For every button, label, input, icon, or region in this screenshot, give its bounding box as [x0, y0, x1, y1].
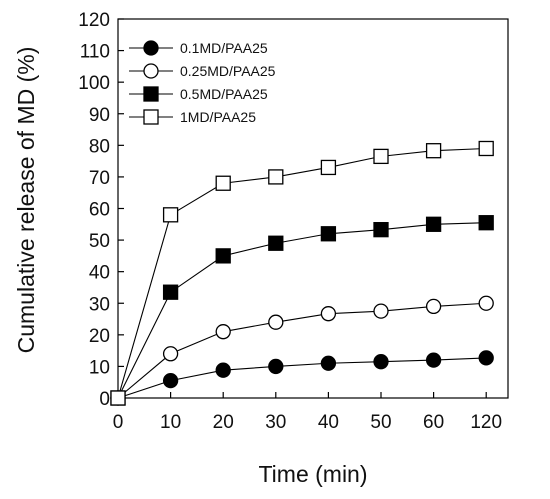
data-point-s4-0	[110, 390, 126, 406]
y-tick-label-50: 50	[89, 231, 110, 252]
data-point-s1-30	[268, 358, 284, 375]
legend-marker-2	[143, 63, 159, 79]
data-point-s4-120	[478, 140, 494, 157]
series-markers-2	[110, 295, 494, 406]
legend-item-4: 1MD/PAA25	[129, 109, 256, 125]
series-markers-3	[110, 215, 494, 406]
x-tick-label-20: 20	[213, 412, 234, 433]
legend-marker-4	[143, 109, 159, 125]
data-point-s3-10	[162, 284, 179, 300]
series-line-4	[117, 147, 487, 399]
x-tick-label-10: 10	[160, 412, 181, 433]
y-axis-title: Cumulative release of MD (%)	[13, 47, 39, 354]
series-line-1	[117, 357, 487, 399]
data-point-s4-60	[425, 143, 442, 159]
data-point-s2-60	[425, 298, 442, 315]
series-3	[117, 222, 487, 399]
legend: 0.1MD/PAA25 0.25MD/PAA25 0.5MD/PAA25 1MD/PA…	[129, 40, 276, 125]
y-tick-label-120: 120	[78, 10, 110, 31]
data-point-s3-40	[320, 226, 337, 242]
series-line-2	[117, 302, 487, 399]
legend-marker-1	[143, 40, 159, 56]
series-line-3	[117, 222, 487, 399]
data-point-s2-50	[373, 303, 389, 319]
legend-label-2: 0.25MD/PAA25	[180, 63, 276, 79]
legend-label-3: 0.5MD/PAA25	[180, 86, 268, 102]
data-point-s3-20	[215, 248, 231, 264]
legend-marker-3	[143, 86, 159, 102]
legend-label-1: 0.1MD/PAA25	[180, 40, 268, 56]
data-point-s4-20	[215, 175, 231, 191]
data-point-s2-40	[320, 306, 337, 322]
data-point-s4-40	[320, 159, 337, 176]
x-tick-label-0: 0	[113, 412, 124, 433]
y-axis: 0 10 20 30 40 50 60 70 80 90 100 110 120	[78, 10, 124, 410]
series-layer	[110, 140, 494, 406]
legend-label-4: 1MD/PAA25	[180, 109, 256, 125]
y-tick-label-110: 110	[80, 42, 110, 63]
y-tick-label-70: 70	[89, 168, 110, 189]
y-tick-label-100: 100	[78, 73, 110, 94]
x-tick-label-30: 30	[265, 412, 286, 433]
series-1	[117, 357, 487, 399]
data-point-s3-120	[478, 215, 494, 231]
data-point-s1-10	[162, 372, 179, 389]
data-point-s4-30	[268, 169, 284, 185]
y-tick-label-0: 0	[99, 389, 110, 410]
y-tick-label-60: 60	[89, 200, 110, 221]
data-point-s2-20	[215, 324, 231, 340]
data-point-s3-50	[373, 222, 389, 238]
x-axis: 0 10 20 30 40 50 60 120	[113, 392, 502, 433]
data-point-s3-60	[425, 216, 442, 232]
x-axis-title: Time (min)	[258, 461, 367, 487]
legend-item-2: 0.25MD/PAA25	[129, 63, 276, 79]
y-tick-label-10: 10	[89, 357, 110, 378]
data-point-s3-30	[268, 235, 284, 251]
data-point-s1-60	[425, 352, 442, 368]
y-tick-label-90: 90	[89, 105, 110, 126]
data-point-s1-120	[478, 350, 494, 366]
x-tick-label-50: 50	[370, 412, 391, 433]
data-point-s1-20	[215, 362, 231, 378]
series-4	[117, 147, 487, 399]
series-markers-4	[110, 140, 494, 406]
data-point-s4-50	[373, 148, 389, 165]
data-point-s2-30	[268, 314, 284, 330]
y-tick-label-20: 20	[89, 326, 110, 347]
y-tick-label-30: 30	[89, 294, 110, 315]
data-point-s2-120	[478, 295, 494, 311]
data-point-s4-10	[162, 207, 179, 223]
data-point-s1-40	[320, 355, 337, 371]
x-tick-label-40: 40	[318, 412, 339, 433]
series-2	[117, 302, 487, 399]
x-tick-label-60: 60	[423, 412, 444, 433]
data-point-s2-10	[162, 346, 179, 362]
y-tick-label-40: 40	[89, 263, 110, 284]
data-point-s1-50	[373, 354, 389, 370]
x-tick-label-120: 120	[470, 412, 502, 433]
y-tick-label-80: 80	[89, 136, 110, 157]
legend-item-1: 0.1MD/PAA25	[129, 40, 268, 56]
legend-item-3: 0.5MD/PAA25	[129, 86, 268, 102]
